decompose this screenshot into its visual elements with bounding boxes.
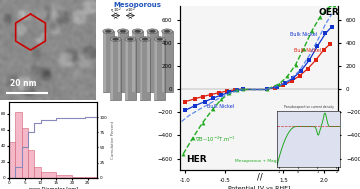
Text: $r_1$10$^2$: $r_1$10$^2$ xyxy=(110,5,122,15)
Bar xyxy=(162,31,165,92)
Bar xyxy=(140,39,142,100)
Bar xyxy=(103,31,105,92)
Ellipse shape xyxy=(162,29,172,34)
Text: $e$10$^2$: $e$10$^2$ xyxy=(125,5,136,15)
Bar xyxy=(125,39,136,100)
Bar xyxy=(15,112,22,178)
Bar xyxy=(34,167,40,178)
Ellipse shape xyxy=(135,30,141,33)
Ellipse shape xyxy=(120,30,126,33)
Bar xyxy=(132,31,143,92)
Bar xyxy=(162,31,172,92)
Bar xyxy=(28,150,34,178)
Bar xyxy=(110,39,113,100)
Bar xyxy=(147,31,158,92)
Ellipse shape xyxy=(113,38,119,40)
Text: Mesoporous: Mesoporous xyxy=(114,2,162,8)
Text: Bulk Nickel: Bulk Nickel xyxy=(207,104,235,108)
Text: //: // xyxy=(257,172,263,181)
Text: Bulk Nickel: Bulk Nickel xyxy=(290,32,317,37)
Bar xyxy=(125,39,128,100)
Text: HER: HER xyxy=(186,155,207,164)
Bar xyxy=(56,175,72,178)
Bar xyxy=(140,39,150,100)
Y-axis label: Cumulative Percent: Cumulative Percent xyxy=(111,121,114,159)
Bar xyxy=(22,128,28,178)
Ellipse shape xyxy=(142,38,148,40)
Bar xyxy=(154,39,165,100)
Ellipse shape xyxy=(164,30,170,33)
Text: Pseudocapacitive current density: Pseudocapacitive current density xyxy=(284,105,334,109)
Ellipse shape xyxy=(110,37,121,42)
Ellipse shape xyxy=(147,29,158,34)
Bar xyxy=(118,31,120,92)
Text: OER: OER xyxy=(318,8,339,17)
Bar xyxy=(154,39,157,100)
Ellipse shape xyxy=(149,30,156,33)
Ellipse shape xyxy=(157,38,163,40)
Bar xyxy=(103,31,114,92)
Text: $\nabla$B~10$^{-2}$T.m$^{-1}$: $\nabla$B~10$^{-2}$T.m$^{-1}$ xyxy=(195,135,236,143)
Ellipse shape xyxy=(154,37,165,42)
Ellipse shape xyxy=(125,37,136,42)
Text: Mesoporous + Magnetic field: Mesoporous + Magnetic field xyxy=(235,159,299,163)
Bar xyxy=(147,31,150,92)
Ellipse shape xyxy=(103,29,114,34)
Bar xyxy=(110,39,121,100)
Bar xyxy=(40,172,56,178)
Bar xyxy=(118,31,129,92)
Bar xyxy=(72,177,85,178)
Ellipse shape xyxy=(140,37,150,42)
Ellipse shape xyxy=(105,30,111,33)
Ellipse shape xyxy=(132,29,143,34)
Text: Bulk Nickel: Bulk Nickel xyxy=(294,48,321,53)
Bar xyxy=(85,177,97,178)
Ellipse shape xyxy=(118,29,129,34)
X-axis label: pore Diameter [nm]: pore Diameter [nm] xyxy=(28,187,78,189)
Text: 20 nm: 20 nm xyxy=(10,79,36,88)
Bar xyxy=(9,142,15,178)
X-axis label: Potential [V vs RHE]: Potential [V vs RHE] xyxy=(228,186,291,189)
Bar xyxy=(132,31,135,92)
Ellipse shape xyxy=(127,38,133,40)
